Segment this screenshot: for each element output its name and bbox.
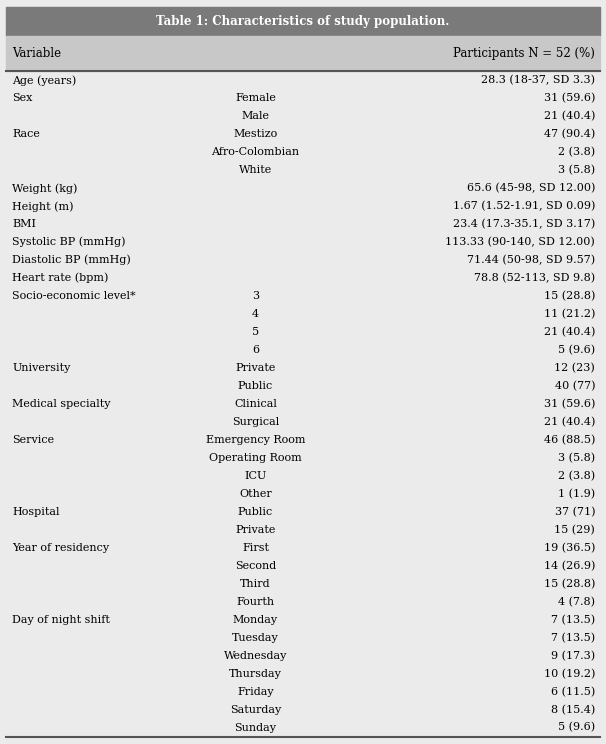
Text: 4: 4	[252, 309, 259, 319]
Text: Hospital: Hospital	[12, 507, 59, 517]
Text: 15 (29): 15 (29)	[554, 525, 595, 535]
Text: ICU: ICU	[244, 471, 267, 481]
Text: 6: 6	[252, 345, 259, 355]
Text: Private: Private	[235, 525, 276, 535]
Bar	[6, 7, 600, 36]
Text: 40 (77): 40 (77)	[554, 381, 595, 391]
Text: 31 (59.6): 31 (59.6)	[544, 93, 595, 103]
Text: Private: Private	[235, 363, 276, 373]
Text: 7 (13.5): 7 (13.5)	[551, 632, 595, 643]
Text: 5 (9.6): 5 (9.6)	[558, 345, 595, 355]
Text: 19 (36.5): 19 (36.5)	[544, 542, 595, 553]
Text: Height (m): Height (m)	[12, 201, 73, 211]
Text: 37 (71): 37 (71)	[554, 507, 595, 517]
Text: 6 (11.5): 6 (11.5)	[551, 687, 595, 697]
Text: 47 (90.4): 47 (90.4)	[544, 129, 595, 139]
Text: Afro-Colombian: Afro-Colombian	[211, 147, 299, 157]
Text: 46 (88.5): 46 (88.5)	[544, 434, 595, 445]
Text: Service: Service	[12, 435, 55, 445]
Text: 5 (9.6): 5 (9.6)	[558, 722, 595, 733]
Text: 9 (17.3): 9 (17.3)	[551, 650, 595, 661]
Text: Age (years): Age (years)	[12, 75, 76, 86]
Text: Clinical: Clinical	[234, 399, 277, 409]
Text: Public: Public	[238, 507, 273, 517]
Text: Weight (kg): Weight (kg)	[12, 183, 78, 193]
Text: Third: Third	[240, 579, 271, 589]
Text: Tuesday: Tuesday	[232, 632, 279, 643]
Text: 1 (1.9): 1 (1.9)	[558, 489, 595, 499]
Text: Table 1: Characteristics of study population.: Table 1: Characteristics of study popula…	[156, 15, 450, 28]
Text: BMI: BMI	[12, 219, 36, 229]
Text: 2 (3.8): 2 (3.8)	[558, 471, 595, 481]
Text: 21 (40.4): 21 (40.4)	[544, 111, 595, 121]
Text: Variable: Variable	[12, 47, 61, 60]
Text: 28.3 (18-37, SD 3.3): 28.3 (18-37, SD 3.3)	[481, 75, 595, 86]
Text: First: First	[242, 543, 269, 553]
Text: Systolic BP (mmHg): Systolic BP (mmHg)	[12, 237, 125, 248]
Text: 8 (15.4): 8 (15.4)	[551, 705, 595, 715]
Text: Sex: Sex	[12, 94, 33, 103]
Text: 14 (26.9): 14 (26.9)	[544, 561, 595, 571]
Text: Operating Room: Operating Room	[209, 453, 302, 463]
Text: 12 (23): 12 (23)	[554, 363, 595, 373]
Text: Monday: Monday	[233, 615, 278, 625]
Text: 23.4 (17.3-35.1, SD 3.17): 23.4 (17.3-35.1, SD 3.17)	[453, 219, 595, 229]
Text: Medical specialty: Medical specialty	[12, 399, 111, 409]
Text: Socio-economic level*: Socio-economic level*	[12, 291, 136, 301]
Text: Day of night shift: Day of night shift	[12, 615, 110, 625]
Text: 11 (21.2): 11 (21.2)	[544, 309, 595, 319]
Text: Year of residency: Year of residency	[12, 543, 109, 553]
Text: 5: 5	[252, 327, 259, 337]
Text: Fourth: Fourth	[236, 597, 275, 607]
Text: Public: Public	[238, 381, 273, 391]
Text: 65.6 (45-98, SD 12.00): 65.6 (45-98, SD 12.00)	[467, 183, 595, 193]
Text: Diastolic BP (mmHg): Diastolic BP (mmHg)	[12, 255, 131, 266]
Text: Emergency Room: Emergency Room	[206, 435, 305, 445]
Text: Surgical: Surgical	[232, 417, 279, 427]
Text: 31 (59.6): 31 (59.6)	[544, 399, 595, 409]
Text: University: University	[12, 363, 70, 373]
Text: 1.67 (1.52-1.91, SD 0.09): 1.67 (1.52-1.91, SD 0.09)	[453, 201, 595, 211]
Text: 113.33 (90-140, SD 12.00): 113.33 (90-140, SD 12.00)	[445, 237, 595, 247]
Text: 2 (3.8): 2 (3.8)	[558, 147, 595, 158]
Text: Saturday: Saturday	[230, 705, 281, 714]
Text: 10 (19.2): 10 (19.2)	[544, 669, 595, 679]
Text: Sunday: Sunday	[235, 722, 276, 733]
Text: 3 (5.8): 3 (5.8)	[558, 165, 595, 176]
Text: Male: Male	[241, 112, 270, 121]
Text: White: White	[239, 165, 272, 176]
Text: 71.44 (50-98, SD 9.57): 71.44 (50-98, SD 9.57)	[467, 255, 595, 266]
Bar	[6, 36, 600, 71]
Text: Wednesday: Wednesday	[224, 651, 287, 661]
Text: 7 (13.5): 7 (13.5)	[551, 615, 595, 625]
Text: Race: Race	[12, 129, 40, 139]
Text: 78.8 (52-113, SD 9.8): 78.8 (52-113, SD 9.8)	[474, 273, 595, 283]
Text: Female: Female	[235, 94, 276, 103]
Text: 3 (5.8): 3 (5.8)	[558, 453, 595, 463]
Text: Second: Second	[235, 561, 276, 571]
Text: Participants N = 52 (%): Participants N = 52 (%)	[453, 47, 595, 60]
Text: 21 (40.4): 21 (40.4)	[544, 417, 595, 427]
Text: 4 (7.8): 4 (7.8)	[558, 597, 595, 607]
Text: 21 (40.4): 21 (40.4)	[544, 327, 595, 337]
Text: Thursday: Thursday	[229, 669, 282, 679]
Text: 15 (28.8): 15 (28.8)	[544, 291, 595, 301]
Text: Other: Other	[239, 489, 272, 499]
Text: Mestizo: Mestizo	[233, 129, 278, 139]
Text: Heart rate (bpm): Heart rate (bpm)	[12, 273, 108, 283]
Text: 3: 3	[252, 291, 259, 301]
Text: 15 (28.8): 15 (28.8)	[544, 579, 595, 589]
Text: Friday: Friday	[237, 687, 274, 696]
